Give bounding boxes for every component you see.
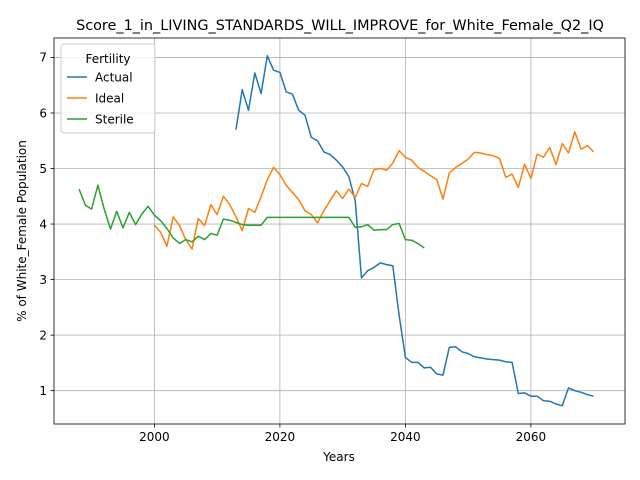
y-axis-label: % of White_Female Population (15, 140, 29, 322)
x-axis-label: Years (322, 450, 355, 464)
y-tick-label: 7 (39, 51, 47, 65)
series-line-ideal (153, 131, 595, 250)
legend-label-ideal: Ideal (95, 91, 124, 105)
plot-frame (53, 37, 626, 425)
x-tick-label: 2020 (265, 430, 296, 444)
y-tick-label: 3 (39, 273, 47, 287)
series-lines (78, 55, 595, 407)
series-line-actual (235, 55, 594, 407)
y-tick-label: 1 (39, 384, 47, 398)
y-tick-label: 4 (39, 217, 47, 231)
y-tick-label: 6 (39, 106, 47, 120)
x-tick-label: 2000 (139, 430, 170, 444)
legend-box (60, 43, 156, 134)
axis-ticks: 2000 2020 2040 2060 1 2 3 4 5 6 7 (39, 51, 546, 444)
grid-lines (54, 38, 625, 424)
legend-title: Fertility (85, 52, 130, 66)
x-tick-label: 2060 (516, 430, 547, 444)
x-tick-label: 2040 (390, 430, 421, 444)
legend-label-actual: Actual (95, 70, 133, 84)
y-tick-label: 5 (39, 162, 47, 176)
y-tick-label: 2 (39, 328, 47, 342)
legend: Fertility Actual Ideal Sterile (60, 43, 156, 134)
chart-title: Score_1_in_LIVING_STANDARDS_WILL_IMPROVE… (76, 18, 604, 34)
legend-label-sterile: Sterile (95, 112, 134, 126)
series-line-sterile (78, 184, 425, 249)
